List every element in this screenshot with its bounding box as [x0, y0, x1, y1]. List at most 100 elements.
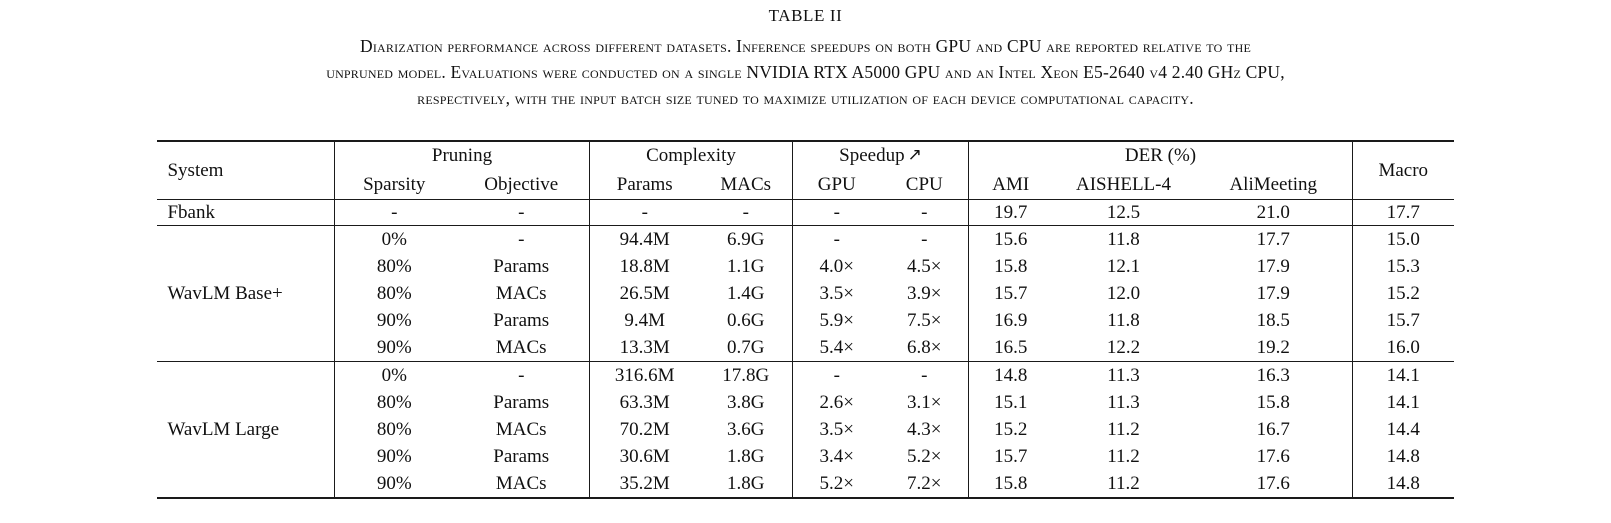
header-cell-aishell4: AISHELL-4	[1052, 170, 1195, 200]
table-cell: 3.9×	[880, 280, 969, 307]
table-cell: 18.8M	[619, 255, 670, 277]
table-cell: 12.0	[1106, 282, 1141, 304]
table-cell: 16.9	[994, 309, 1028, 331]
table-row: 80% MACs 70.2M 3.6G 3.5× 4.3× 15.2 11.2 …	[157, 416, 1453, 443]
table-cell: 11.8	[1107, 228, 1140, 250]
table-cell: Params	[453, 389, 590, 416]
table-cell: 4.0×	[819, 255, 854, 277]
table-cell: 5.2×	[819, 472, 854, 494]
table-cell: 11.3	[1107, 391, 1140, 413]
table-cell: 15.2	[994, 418, 1028, 440]
table-cell: 18.5	[1194, 307, 1353, 334]
table-cell: 1.1G	[699, 253, 794, 280]
header-cell-cpu: CPU	[880, 170, 969, 200]
table-cell: Params	[453, 307, 590, 334]
table-cell: 90%	[376, 309, 412, 331]
table-cell: 90%	[376, 445, 412, 467]
table-cell: 11.8	[1107, 309, 1140, 331]
table-cell: 16.0	[1352, 334, 1454, 362]
table-cell: 90%	[334, 334, 454, 362]
table-row: 80% Params 18.8M 1.1G 4.0× 4.5× 15.8 12.…	[157, 253, 1453, 280]
table-cell: 17.7	[1194, 225, 1353, 253]
table-cell: 14.8	[994, 364, 1028, 386]
table-cell: 0.6G	[699, 307, 794, 334]
header-group-row: System Pruning Complexity Speedup ↗ DER (…	[157, 141, 1454, 200]
table-cell: 14.8	[1386, 472, 1420, 494]
table-cell: 14.8	[1386, 445, 1420, 467]
header-speedup-label: Speedup	[839, 145, 905, 166]
table-cell: -	[699, 199, 794, 226]
caption-line: unpruned model. Evaluations were conduct…	[326, 62, 1285, 82]
table-cell: 12.1	[1106, 255, 1141, 277]
table-cell: 14.1	[1386, 391, 1420, 413]
table-cell: 5.9×	[819, 309, 854, 331]
table-row: 90% Params 9.4M 0.6G 5.9× 7.5× 16.9 11.8…	[157, 307, 1453, 334]
table-row: 80% Params 63.3M 3.8G 2.6× 3.1× 15.1 11.…	[157, 389, 1453, 416]
table-cell: 6.8×	[880, 334, 969, 362]
table-cell: 17.9	[1194, 280, 1353, 307]
header-cell-objective: Objective	[453, 170, 590, 200]
table-cell: MACs	[453, 416, 590, 443]
table-cell: 3.6G	[699, 416, 794, 443]
header-cell-params: Params	[589, 170, 700, 200]
table-row: 90% Params 30.6M 1.8G 3.4× 5.2× 15.7 11.…	[157, 443, 1453, 470]
table-cell: 15.6	[994, 228, 1028, 250]
table-cell: 0%	[381, 364, 407, 386]
header-cell-sparsity: Sparsity	[334, 170, 454, 200]
table-cell: 1.8G	[699, 470, 794, 498]
table-cell: 9.4M	[624, 309, 666, 331]
table-cell: -	[334, 199, 454, 226]
table-cell: 1.4G	[699, 280, 794, 307]
table-cell: -	[453, 199, 590, 226]
table-cell: 3.5×	[819, 418, 854, 440]
table-row: Fbank - - - - - - 19.7 12.5 21.0 17.7	[157, 199, 1454, 226]
table-row: 90% MACs 13.3M 0.7G 5.4× 6.8× 16.5 12.2 …	[157, 334, 1454, 362]
row-group-label-wavlm-base: WavLM Base+	[157, 225, 335, 362]
table-cell: 2.6×	[819, 391, 854, 413]
table-cell: 11.3	[1107, 364, 1140, 386]
header-cell-speedup-group: Speedup ↗	[792, 141, 969, 170]
table-cell: 21.0	[1194, 199, 1353, 226]
row-group-label-fbank: Fbank	[157, 199, 335, 226]
table-cell: 14.1	[1386, 364, 1420, 386]
table-cell: 17.6	[1194, 443, 1353, 470]
header-cell-complexity-group: Complexity	[589, 141, 794, 170]
table-row: WavLM Large 0% - 316.6M 17.8G - - 14.8 1…	[157, 361, 1453, 498]
table-cell: 0%	[381, 228, 407, 250]
table-cell: 15.7	[994, 282, 1028, 304]
table-cell: -	[589, 199, 700, 226]
table-cell: 17.8G	[699, 361, 794, 389]
table-cell: 17.6	[1194, 470, 1353, 498]
table-cell: 16.7	[1194, 416, 1353, 443]
table-cell: 16.5	[968, 334, 1053, 362]
table-cell: -	[833, 364, 840, 386]
table-cell: 63.3M	[619, 391, 670, 413]
table-cell: 15.0	[1386, 228, 1420, 250]
table-cell: 70.2M	[619, 418, 670, 440]
table-cell: 17.7	[1352, 199, 1454, 226]
header-cell-ami: AMI	[968, 170, 1053, 200]
table-row: 80% MACs 26.5M 1.4G 3.5× 3.9× 15.7 12.0 …	[157, 280, 1453, 307]
table-cell: 0.7G	[699, 334, 794, 362]
table-cell: 3.1×	[880, 389, 969, 416]
row-group-label-wavlm-large: WavLM Large	[157, 361, 335, 498]
table-row: 90% MACs 35.2M 1.8G 5.2× 7.2× 15.8 11.2 …	[157, 470, 1453, 498]
header-cell-gpu: GPU	[792, 170, 881, 200]
table-cell: 15.2	[1386, 282, 1420, 304]
table-cell: -	[833, 228, 840, 250]
table-cell: 3.4×	[819, 445, 854, 467]
table-cell: 11.2	[1107, 472, 1140, 494]
table-cell: 14.4	[1386, 418, 1420, 440]
table-cell: -	[453, 225, 590, 253]
caption-line: Diarization performance across different…	[360, 36, 1251, 56]
table-cell: 4.5×	[880, 253, 969, 280]
table-cell: 5.2×	[880, 443, 969, 470]
table-cell: Params	[453, 253, 590, 280]
header-cell-pruning-group: Pruning	[334, 141, 590, 170]
table-cell: 80%	[376, 282, 412, 304]
table-cell: MACs	[453, 334, 590, 362]
table-cell: 15.7	[1386, 309, 1420, 331]
table-cell: 80%	[376, 418, 412, 440]
table-title: TABLE II	[768, 6, 843, 25]
table-cell: 7.5×	[880, 307, 969, 334]
